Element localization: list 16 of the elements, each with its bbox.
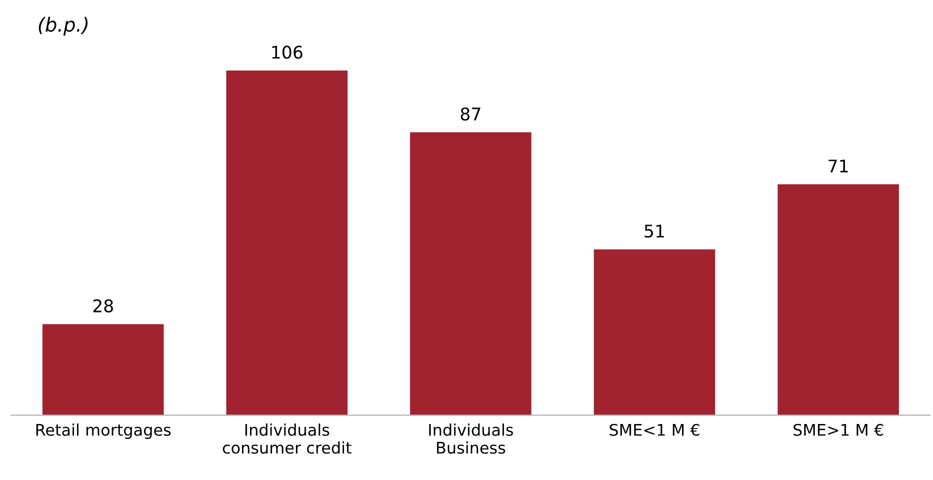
data-label: 106 xyxy=(272,46,302,59)
chart-title: (b.p.) xyxy=(38,16,88,36)
data-label: 28 xyxy=(93,299,113,312)
bar xyxy=(226,70,348,416)
x-tick-label: Individuals Business xyxy=(429,424,513,454)
bar xyxy=(594,249,716,416)
x-tick-label: Individuals consumer credit xyxy=(222,424,352,454)
bar xyxy=(778,184,899,416)
bar xyxy=(410,132,532,416)
data-label: 71 xyxy=(828,160,848,172)
data-label: 51 xyxy=(644,224,664,238)
x-tick-label: SME>1 M € xyxy=(794,424,884,436)
data-label: 87 xyxy=(460,107,480,121)
x-tick-label: SME<1 M € xyxy=(610,424,700,436)
bar xyxy=(42,324,164,416)
x-tick-label: Retail mortgages xyxy=(36,424,171,439)
